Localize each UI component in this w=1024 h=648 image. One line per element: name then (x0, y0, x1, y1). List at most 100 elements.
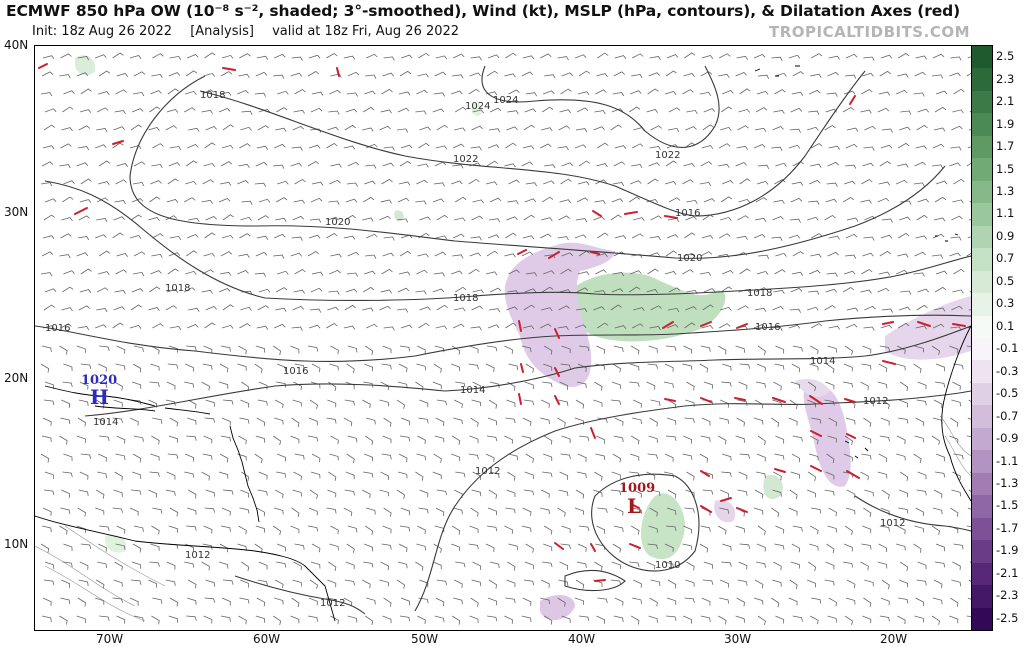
wind-barb (399, 160, 412, 167)
wind-barb (664, 363, 674, 372)
wind-barb (575, 308, 588, 313)
wind-barb (130, 489, 142, 495)
wind-barb (221, 324, 234, 329)
wind-barb (255, 615, 266, 623)
wind-barb (610, 399, 622, 406)
wind-barb (844, 525, 853, 535)
wind-barb (649, 597, 658, 607)
wind-barb (899, 306, 911, 311)
wind-barb (543, 363, 553, 372)
wind-barb (77, 56, 90, 61)
wind-barb (256, 417, 266, 427)
wind-barb (489, 107, 502, 113)
wind-barb (400, 417, 410, 426)
wind-barb (543, 615, 553, 625)
wind-barb (757, 345, 766, 356)
wind-barb (807, 561, 817, 572)
wind-barb (152, 323, 164, 329)
wind-barb (433, 182, 445, 187)
wind-barb (95, 597, 105, 605)
wind-barb (952, 199, 964, 204)
wind-barb (561, 252, 573, 257)
wind-barb (722, 453, 732, 461)
colorbar-segment (972, 607, 992, 631)
wind-barb (113, 306, 125, 311)
wind-barb (628, 106, 641, 113)
wind-barb (95, 579, 105, 589)
wind-barb (328, 290, 340, 295)
wind-barb (151, 253, 163, 259)
wind-barb (237, 180, 249, 185)
wind-barb (877, 197, 890, 203)
wind-barb (863, 146, 875, 151)
wind-barb (42, 417, 52, 426)
colorbar-label: 0.3 (996, 296, 1015, 311)
isobar-label: 1010 (655, 560, 680, 571)
wind-barb (900, 200, 912, 205)
wind-barb (185, 363, 194, 372)
wind-barb (308, 234, 321, 239)
wind-barb (42, 235, 55, 240)
wind-barb (419, 489, 429, 498)
wind-barb (504, 345, 513, 354)
wind-barb (219, 363, 229, 373)
wind-barb (273, 74, 285, 79)
wind-barb (417, 253, 429, 258)
wind-barb (540, 507, 550, 515)
wind-barb (879, 70, 891, 77)
wind-barb (631, 254, 643, 259)
isobar-1020 (129, 75, 946, 259)
wind-barb (434, 435, 445, 443)
wind-barb (77, 236, 90, 241)
wind-barb (116, 253, 129, 257)
wind-barb (168, 615, 178, 623)
wind-barb (131, 381, 142, 389)
wind-barb (879, 160, 891, 167)
lon-label: 70W (96, 632, 124, 646)
wind-barb (383, 417, 392, 427)
wind-barb (345, 381, 355, 390)
wind-barb (757, 435, 766, 446)
wind-barb (880, 234, 893, 239)
wind-barb (685, 489, 695, 497)
wind-barb (753, 234, 766, 239)
wind-barb (614, 55, 627, 60)
wind-barb (364, 363, 373, 372)
wind-barb (468, 88, 480, 95)
isobar-label: 1020 (677, 253, 702, 264)
wind-barb (41, 251, 54, 257)
wind-barb (241, 471, 250, 482)
wind-barb (470, 326, 482, 331)
colorbar-label: -1.9 (996, 543, 1019, 558)
wind-barb (756, 180, 769, 185)
colorbar-segment (972, 203, 992, 227)
wind-barb (379, 579, 390, 587)
wind-barb (220, 71, 233, 77)
wind-barb (846, 127, 859, 132)
wind-barb (612, 363, 621, 373)
wind-barb (790, 471, 801, 479)
wind-barb (665, 250, 677, 257)
wind-barb (931, 74, 944, 79)
wind-barb (416, 363, 426, 371)
wind-barb (168, 435, 178, 443)
wind-barb (828, 55, 840, 60)
wind-barb (290, 72, 303, 77)
wind-barb (632, 143, 644, 149)
wind-barb (896, 89, 908, 95)
wind-barb (790, 107, 803, 113)
wind-barb (415, 110, 427, 115)
wind-barb (738, 471, 748, 480)
wind-barb (293, 109, 305, 114)
wind-barb (504, 253, 516, 258)
wind-barb (897, 142, 910, 149)
wind-barb (610, 214, 622, 221)
wind-barb (399, 525, 411, 532)
wind-barb (949, 615, 959, 624)
wind-barb (932, 323, 945, 329)
wind-barb (40, 92, 53, 97)
wind-barb (666, 597, 677, 605)
isobar-label: 1012 (320, 598, 345, 609)
wind-barb (63, 180, 75, 185)
wind-barb (277, 90, 289, 95)
